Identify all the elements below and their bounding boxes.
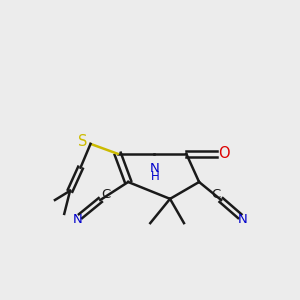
Text: N: N [238,213,248,226]
Text: H: H [151,170,159,183]
Text: C: C [212,188,221,201]
Text: C: C [101,188,110,201]
Text: N: N [73,213,82,226]
Text: O: O [218,146,230,160]
Text: N: N [150,162,160,175]
Text: S: S [78,134,87,148]
